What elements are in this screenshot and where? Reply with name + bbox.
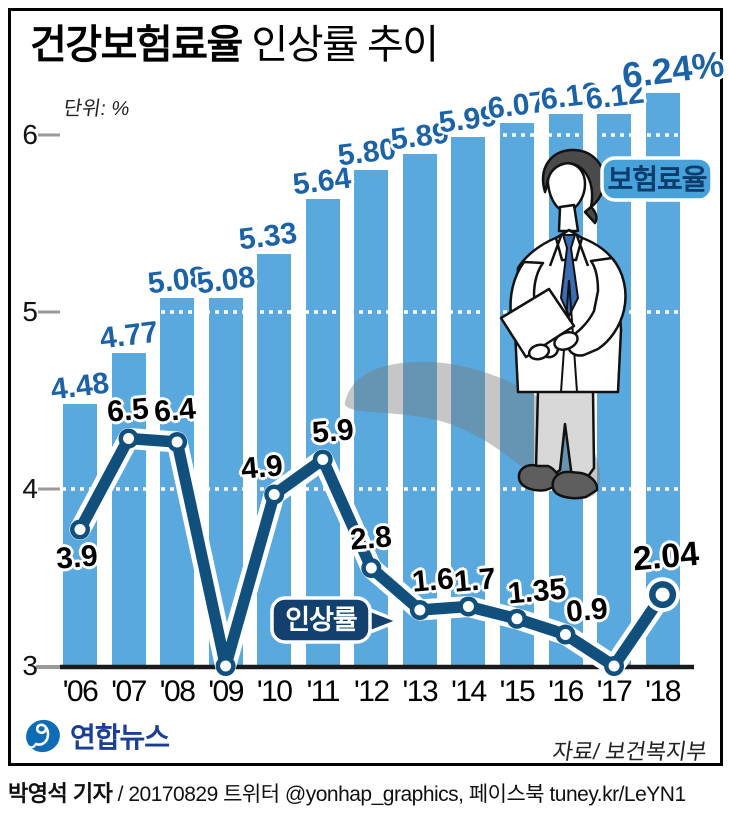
line-series-layer bbox=[69, 428, 681, 677]
credit-rest: / 20170829 트위터 @yonhap_graphics, 페이스북 tu… bbox=[112, 783, 686, 806]
line-dot bbox=[560, 629, 571, 640]
line-dot bbox=[220, 660, 232, 672]
doctor-hand-left bbox=[527, 343, 551, 361]
title-bold: 건강보험료율 bbox=[30, 23, 243, 67]
title-rest: 인상률 추이 bbox=[241, 23, 439, 67]
page-title: 건강보험료율 인상률 추이 bbox=[30, 12, 439, 70]
bar-15 bbox=[499, 122, 534, 668]
bar-13 bbox=[402, 154, 437, 668]
line-dot bbox=[511, 613, 523, 625]
unit-label: 단위: % bbox=[62, 98, 131, 120]
line-dot bbox=[608, 660, 620, 672]
line-dot bbox=[171, 436, 183, 448]
doctor-arm-right bbox=[565, 256, 627, 357]
source-note: 자료/ 보건복지부 bbox=[551, 739, 709, 764]
axis-ticks bbox=[36, 133, 694, 670]
line-dot bbox=[462, 601, 474, 612]
yonhap-logo-icon bbox=[26, 719, 60, 753]
bar-11 bbox=[305, 198, 340, 668]
doctor-hand-right bbox=[553, 331, 579, 351]
doctor-tie bbox=[560, 234, 579, 317]
chart-overlay: 보험료율 인상률 bbox=[36, 133, 714, 677]
line-dot bbox=[365, 562, 377, 574]
bar-14 bbox=[451, 136, 486, 668]
credit-line: 박영석 기자 / 20170829 트위터 @yonhap_graphics, … bbox=[8, 776, 686, 808]
rate-badge-box bbox=[600, 156, 714, 202]
line-dot bbox=[74, 524, 86, 535]
chart-frame bbox=[8, 8, 723, 766]
doctor-illustration bbox=[499, 148, 627, 500]
bar-07 bbox=[111, 352, 146, 668]
doctor-neck bbox=[557, 203, 580, 233]
line-dot bbox=[123, 433, 135, 444]
line-dot bbox=[414, 604, 426, 616]
yonhap-logo: 연합뉴스 bbox=[24, 716, 170, 756]
doctor-shoe-right bbox=[551, 470, 599, 500]
increase-badge-box bbox=[270, 596, 372, 644]
increase-badge: 인상률 bbox=[270, 596, 403, 644]
line-dot bbox=[655, 587, 670, 602]
doctor-clipboard bbox=[499, 287, 576, 359]
doctor-lapel-right bbox=[575, 235, 590, 267]
line-dot bbox=[317, 454, 329, 465]
doctor-shoe-left bbox=[517, 464, 561, 492]
rate-badge: 보험료율 bbox=[600, 156, 714, 202]
increase-badge-label: 인상률 bbox=[285, 605, 357, 635]
doctor-lapel-left bbox=[548, 235, 563, 267]
yonhap-logo-text: 연합뉴스 bbox=[70, 722, 170, 753]
doctor-hair-side bbox=[583, 205, 598, 225]
credit-author: 박영석 기자 bbox=[8, 781, 113, 806]
line-dot bbox=[268, 489, 280, 500]
rate-badge-label: 보험료율 bbox=[607, 164, 706, 195]
